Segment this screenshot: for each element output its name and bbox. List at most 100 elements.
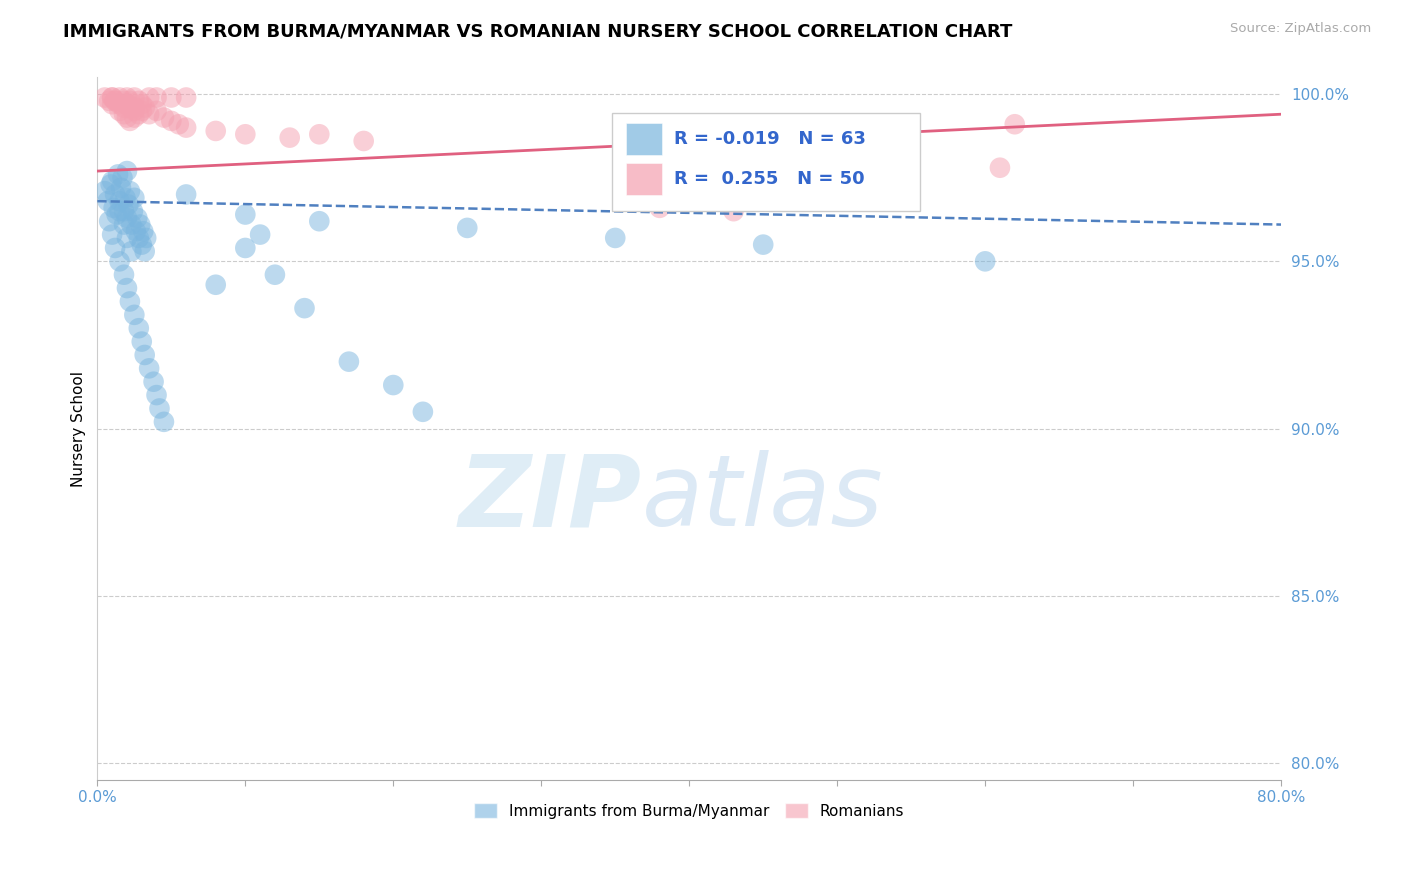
- Point: [115, 90, 138, 104]
- Point: [167, 117, 190, 131]
- Point: [115, 97, 138, 112]
- Point: [104, 94, 127, 108]
- Point: [249, 227, 271, 242]
- Point: [382, 378, 405, 392]
- Point: [134, 101, 156, 115]
- Point: [120, 218, 142, 232]
- Point: [134, 348, 156, 362]
- Point: [759, 181, 782, 195]
- Point: [118, 101, 141, 115]
- Point: [174, 187, 197, 202]
- Point: [412, 405, 434, 419]
- Point: [204, 124, 226, 138]
- Point: [233, 208, 256, 222]
- Point: [112, 101, 135, 115]
- Y-axis label: Nursery School: Nursery School: [72, 370, 86, 486]
- Point: [174, 90, 197, 104]
- Point: [112, 204, 135, 219]
- Point: [112, 94, 135, 108]
- Point: [145, 103, 167, 118]
- Point: [138, 361, 160, 376]
- Point: [308, 214, 330, 228]
- Point: [294, 301, 316, 315]
- Point: [112, 107, 135, 121]
- Text: ZIP: ZIP: [458, 450, 643, 547]
- Point: [145, 388, 167, 402]
- Point: [112, 268, 135, 282]
- Point: [100, 178, 122, 192]
- Point: [148, 401, 170, 416]
- Point: [131, 97, 153, 112]
- Text: atlas: atlas: [643, 450, 883, 547]
- Point: [124, 308, 146, 322]
- Point: [114, 191, 136, 205]
- Text: R = -0.019   N = 63: R = -0.019 N = 63: [673, 130, 866, 148]
- Point: [988, 161, 1011, 175]
- Point: [456, 220, 478, 235]
- Point: [117, 197, 139, 211]
- Point: [124, 103, 146, 118]
- Point: [101, 97, 124, 112]
- Point: [1004, 117, 1026, 131]
- Text: Source: ZipAtlas.com: Source: ZipAtlas.com: [1230, 22, 1371, 36]
- Point: [118, 294, 141, 309]
- Point: [142, 375, 165, 389]
- Point: [264, 268, 287, 282]
- Point: [124, 90, 146, 104]
- Point: [128, 107, 150, 121]
- Point: [752, 237, 775, 252]
- Point: [97, 194, 120, 209]
- Text: R =  0.255   N = 50: R = 0.255 N = 50: [673, 170, 865, 188]
- Point: [104, 94, 127, 108]
- Point: [648, 201, 671, 215]
- Point: [115, 281, 138, 295]
- Point: [723, 204, 745, 219]
- Point: [204, 277, 226, 292]
- Point: [337, 354, 360, 368]
- Point: [153, 111, 176, 125]
- Point: [110, 181, 132, 195]
- Point: [160, 114, 183, 128]
- Point: [135, 231, 157, 245]
- Point: [131, 103, 153, 118]
- Point: [678, 194, 700, 209]
- Point: [233, 241, 256, 255]
- Point: [115, 111, 138, 125]
- Point: [115, 164, 138, 178]
- Point: [145, 90, 167, 104]
- Point: [132, 224, 155, 238]
- FancyBboxPatch shape: [627, 163, 662, 195]
- Point: [108, 194, 131, 209]
- Point: [129, 218, 152, 232]
- Point: [107, 168, 129, 182]
- Point: [128, 94, 150, 108]
- Point: [308, 128, 330, 142]
- Point: [98, 94, 121, 108]
- Point: [138, 107, 160, 121]
- Point: [153, 415, 176, 429]
- Point: [118, 184, 141, 198]
- Point: [115, 211, 138, 225]
- Point: [160, 90, 183, 104]
- Point: [108, 97, 131, 112]
- Point: [605, 231, 627, 245]
- Point: [233, 128, 256, 142]
- Point: [118, 114, 141, 128]
- Point: [108, 90, 131, 104]
- Point: [104, 241, 127, 255]
- Legend: Immigrants from Burma/Myanmar, Romanians: Immigrants from Burma/Myanmar, Romanians: [468, 797, 911, 824]
- Point: [112, 218, 135, 232]
- Point: [138, 90, 160, 104]
- Point: [94, 90, 117, 104]
- FancyBboxPatch shape: [627, 123, 662, 155]
- Point: [134, 244, 156, 259]
- Point: [101, 174, 124, 188]
- Point: [101, 90, 124, 104]
- Point: [125, 224, 148, 238]
- Point: [108, 254, 131, 268]
- Point: [115, 97, 138, 112]
- Point: [120, 244, 142, 259]
- Text: IMMIGRANTS FROM BURMA/MYANMAR VS ROMANIAN NURSERY SCHOOL CORRELATION CHART: IMMIGRANTS FROM BURMA/MYANMAR VS ROMANIA…: [63, 22, 1012, 40]
- Point: [115, 231, 138, 245]
- Point: [131, 334, 153, 349]
